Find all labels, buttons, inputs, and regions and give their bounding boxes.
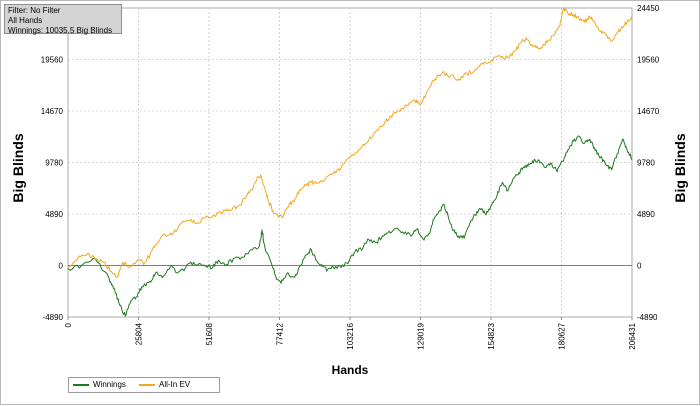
x-tick-label: 0 [64,322,73,327]
y-tick-label-right: -4890 [637,313,658,322]
x-tick-label: 129019 [416,322,425,349]
legend-label-allin-ev: All-In EV [159,380,191,389]
y-tick-label-left: 0 [59,262,64,271]
x-tick-label: 77412 [276,322,285,345]
legend-label-winnings: Winnings [93,380,126,389]
x-axis-title: Hands [332,363,369,377]
y-tick-label-left: 9780 [45,159,63,168]
legend: Winnings All-In EV [68,377,220,393]
x-tick-label: 103216 [346,322,355,349]
y-tick-label-right: 14670 [637,107,660,116]
series-line-allin-ev [67,8,633,278]
filter-label: Filter: No Filter [8,6,61,15]
y-tick-label-left: 19560 [41,56,64,65]
y-tick-label-right: 0 [637,262,642,271]
y-axis-title-right: Big Blinds [672,133,688,202]
y-tick-label-left: -4890 [43,313,64,322]
x-tick-label: 51608 [205,322,214,345]
y-axis-title-left: Big Blinds [10,133,26,202]
series-lines [67,8,633,317]
x-tick-label: 180627 [557,322,566,349]
x-tick-label: 25804 [135,322,144,345]
series-line-winnings [67,135,633,317]
filter-info-panel: Filter: No Filter All Hands Winnings: 10… [4,4,122,35]
y-tick-label-right: 9780 [637,159,655,168]
y-tick-label-left: 4890 [45,210,63,219]
winnings-summary: Winnings: 10035.5 Big Blinds [8,26,113,35]
y-tick-label-right: 24450 [637,4,660,13]
legend-item-allin-ev: All-In EV [139,380,190,390]
x-tick-label: 206431 [628,322,637,349]
x-tick-label: 154823 [487,322,496,349]
legend-item-winnings: Winnings [73,380,126,390]
legend-swatch-winnings [73,383,89,386]
hands-label: All Hands [8,16,43,25]
y-tick-label-left: 14670 [41,107,64,116]
legend-swatch-allin-ev [139,383,155,386]
y-right-tick-labels: 24450 19560 14670 9780 4890 0 -4890 [637,4,660,322]
y-tick-label-right: 19560 [637,56,660,65]
x-tick-labels: 0 25804 51608 77412 103216 129019 154823 180627… [64,317,637,350]
y-tick-label-right: 4890 [637,210,655,219]
